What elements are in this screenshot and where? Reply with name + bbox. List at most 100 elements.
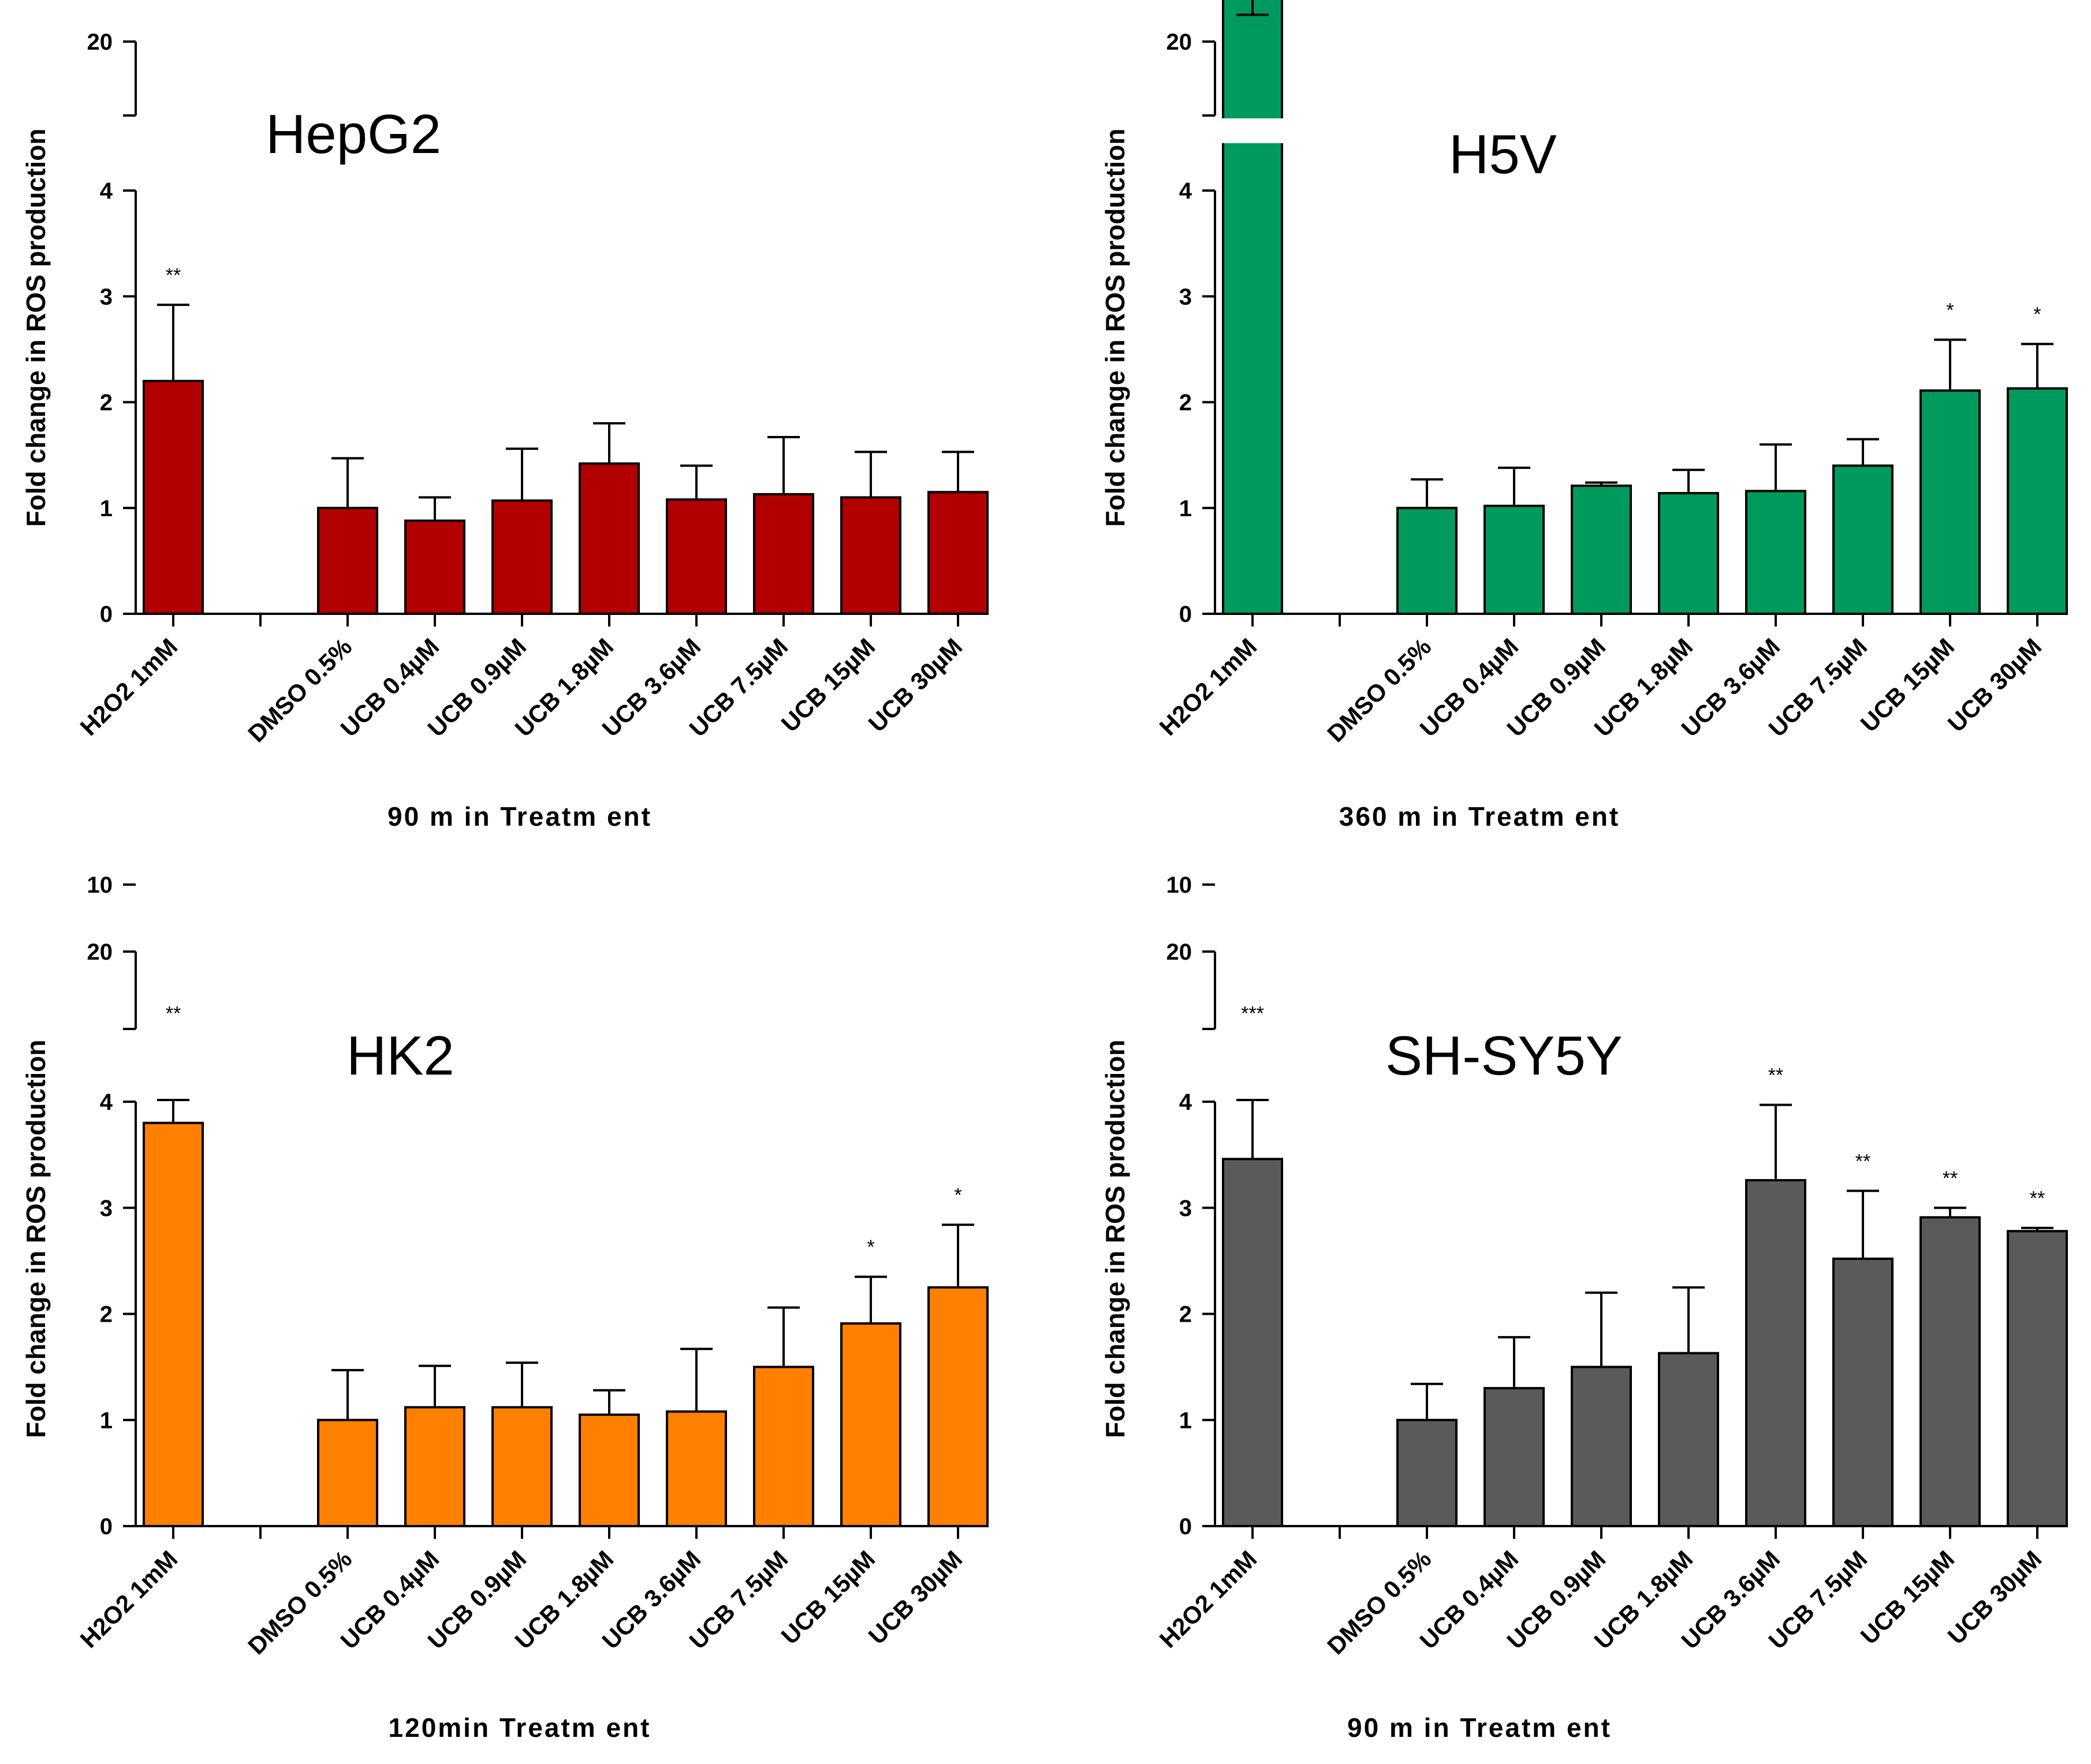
x-category-label: DMSO 0.5% <box>1322 633 1436 747</box>
bar <box>840 1322 901 1527</box>
bar <box>1222 1158 1283 1528</box>
bar <box>666 498 727 616</box>
y-tick-label: 1 <box>100 1408 113 1433</box>
y-tick-label: 20 <box>87 939 113 965</box>
bar <box>1658 1352 1719 1527</box>
bar <box>927 491 989 616</box>
y-tick-label: 0 <box>100 602 113 627</box>
y-tick-label: 10 <box>1166 872 1192 898</box>
bar <box>1832 464 1894 615</box>
y-tick-label: 3 <box>100 1196 113 1221</box>
y-tick-label: 0 <box>1179 1514 1192 1539</box>
bar <box>143 1121 204 1527</box>
significance-label: * <box>1946 299 1954 321</box>
bar <box>753 1366 814 1527</box>
y-axis-label: Fold change in ROS production <box>21 129 51 527</box>
significance-label: ** <box>166 1003 181 1025</box>
chart-title: HK2 <box>346 1025 454 1087</box>
bar <box>1658 492 1719 615</box>
y-axis-label: Fold change in ROS production <box>21 1040 51 1438</box>
chart-panel-hk2: 0 1 2 3 4 10 20 Fold change in ROS production HK… <box>21 872 989 1743</box>
bar <box>666 1410 727 1527</box>
x-category-label: UCB 15µM <box>1855 633 1960 737</box>
bar <box>579 1414 640 1527</box>
x-category-label: H2O2 1mM <box>1154 633 1262 741</box>
bar <box>1571 484 1632 616</box>
bar <box>404 1406 465 1528</box>
x-category-label: UCB 30µM <box>863 633 968 737</box>
x-category-label: DMSO 0.5% <box>1322 1545 1436 1659</box>
bar <box>1745 1179 1806 1528</box>
bar <box>2007 387 2068 615</box>
y-tick-label: 10 <box>87 872 113 898</box>
bar <box>491 1406 553 1528</box>
chart-title: SH-SY5Y <box>1385 1025 1623 1087</box>
significance-label: * <box>954 1184 961 1206</box>
bar <box>1919 1216 1981 1527</box>
bar <box>2007 1230 2068 1527</box>
y-tick-label: 3 <box>1179 1196 1192 1221</box>
significance-label: ** <box>1943 1168 1958 1189</box>
bar <box>1832 1257 1894 1527</box>
bar <box>317 1419 378 1527</box>
significance-label: ** <box>166 264 181 286</box>
y-tick-label: 3 <box>1179 284 1192 309</box>
y-tick-label: 20 <box>1166 29 1192 55</box>
x-category-label: DMSO 0.5% <box>243 633 357 747</box>
bar <box>1571 1366 1632 1527</box>
y-tick-label: 3 <box>100 284 113 309</box>
x-category-label: UCB 30µM <box>1943 633 2047 737</box>
significance-label: * <box>867 1236 874 1258</box>
y-tick-label: 1 <box>1179 496 1192 521</box>
bar-break-gap <box>1220 118 1285 143</box>
y-tick-label: 2 <box>100 1302 113 1327</box>
chart-title: HepG2 <box>266 103 441 165</box>
bar <box>927 1286 989 1527</box>
y-tick-label: 4 <box>1179 1090 1192 1115</box>
x-category-label: H2O2 1mM <box>75 633 183 741</box>
bar <box>1396 1419 1458 1527</box>
y-axis-label: Fold change in ROS production <box>1100 1040 1130 1438</box>
y-tick-label: 2 <box>100 390 113 416</box>
y-tick-label: 4 <box>100 178 113 204</box>
x-axis-label: 90 m in Treatm ent <box>1347 1713 1612 1743</box>
bar <box>1745 490 1806 615</box>
bar <box>579 462 640 615</box>
significance-label: * <box>2033 304 2041 326</box>
x-category-label: UCB 30µM <box>1943 1545 2047 1650</box>
bar <box>1222 0 1283 615</box>
bar <box>1919 389 1981 616</box>
significance-label: ** <box>1855 1150 1870 1172</box>
y-tick-label: 20 <box>1166 939 1192 965</box>
x-category-label: DMSO 0.5% <box>243 1545 357 1659</box>
y-tick-label: 0 <box>1179 602 1192 627</box>
chart-panel-sh-sy5y: 0 1 2 3 4 10 20 Fold change in ROS production SH… <box>1100 872 2068 1743</box>
y-tick-label: 1 <box>1179 1408 1192 1433</box>
x-category-label: UCB 30µM <box>863 1545 968 1650</box>
x-category-label: UCB 15µM <box>1855 1545 1960 1650</box>
bar <box>404 519 465 615</box>
bar <box>1484 1387 1545 1527</box>
x-axis-label: 90 m in Treatm ent <box>387 801 652 831</box>
y-tick-label: 4 <box>100 1090 113 1115</box>
bar <box>1396 506 1458 615</box>
significance-label: *** <box>1241 1003 1264 1025</box>
y-tick-label: 0 <box>100 1514 113 1539</box>
y-tick-label: 2 <box>1179 390 1192 416</box>
y-tick-label: 4 <box>1179 178 1192 204</box>
y-tick-label: 20 <box>87 29 113 55</box>
x-category-label: UCB 15µM <box>776 633 881 737</box>
x-axis-label: 120min Treatm ent <box>389 1713 651 1743</box>
y-tick-label: 2 <box>1179 1302 1192 1327</box>
bar <box>143 379 204 615</box>
x-axis-label: 360 m in Treatm ent <box>1339 801 1620 831</box>
x-category-label: UCB 15µM <box>776 1545 881 1650</box>
x-category-label: H2O2 1mM <box>1154 1545 1262 1653</box>
bar <box>840 496 901 615</box>
significance-label: ** <box>1768 1065 1783 1087</box>
bar <box>491 499 553 615</box>
y-tick-label: 1 <box>100 496 113 521</box>
